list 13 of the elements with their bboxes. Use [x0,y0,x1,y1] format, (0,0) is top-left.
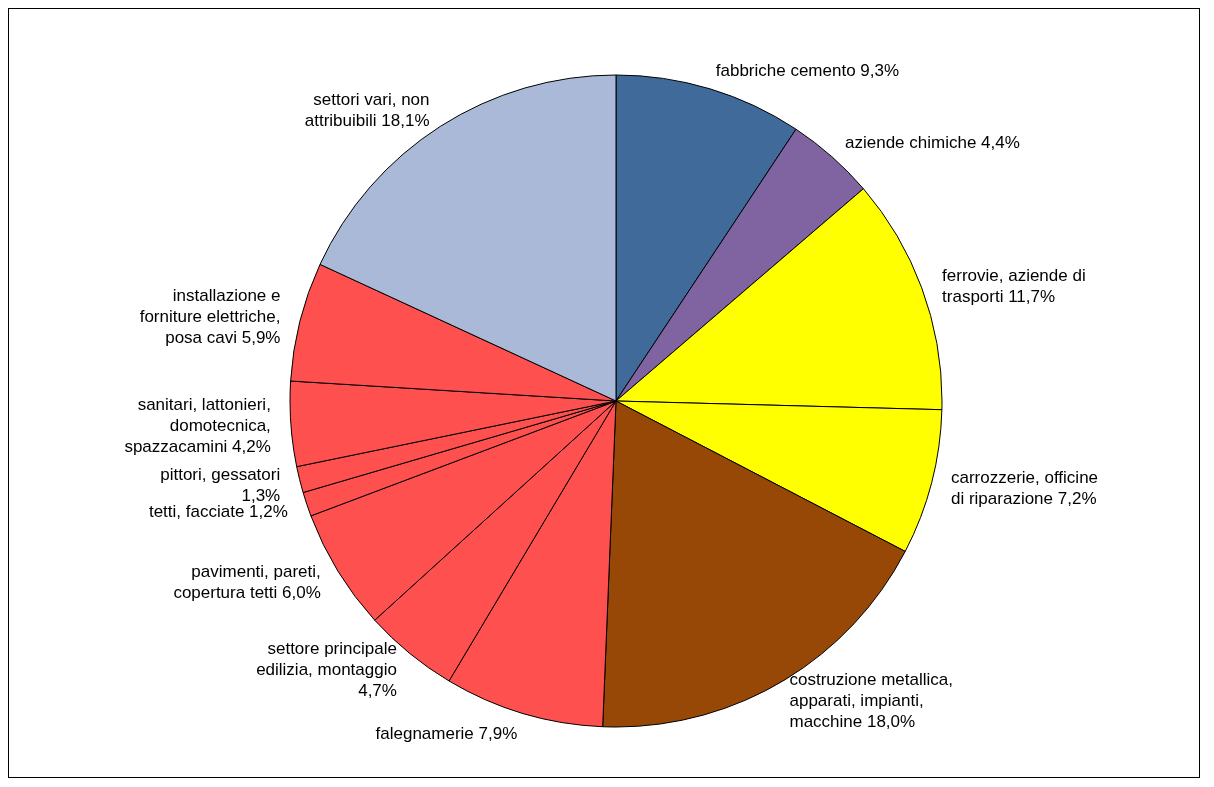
slice-label: costruzione metallica, apparati, impianti, macchine 18,0% [789,670,953,732]
slice-label: settori vari, non attribuibili 18,1% [304,90,430,131]
slice-label: settore principale edilizia, montaggio [256,638,397,679]
slice-label: carrozzerie, officine di riparazione 7,2% [950,468,1099,509]
slice-label: pavimenti, pareti, copertura tetti 6,0% [173,561,321,602]
slice-label: fabbriche cemento 9,3% [715,60,900,80]
slice-label: falegnamerie 7,9% [375,723,518,743]
slice-label: ferrovie, aziende di trasporti 11,7% [942,265,1086,306]
slice-label: sanitari, lattonieri, domotecnica, spazzacamini 4,2% [124,395,271,457]
slice-label: aziende chimiche 4,4% [845,132,1020,152]
slice-label: installazione e forniture elettriche, posa cavi 5,9% [139,286,281,348]
data-label: 4,7% [358,680,397,700]
slice-label: pittori, gessatori [160,464,281,484]
